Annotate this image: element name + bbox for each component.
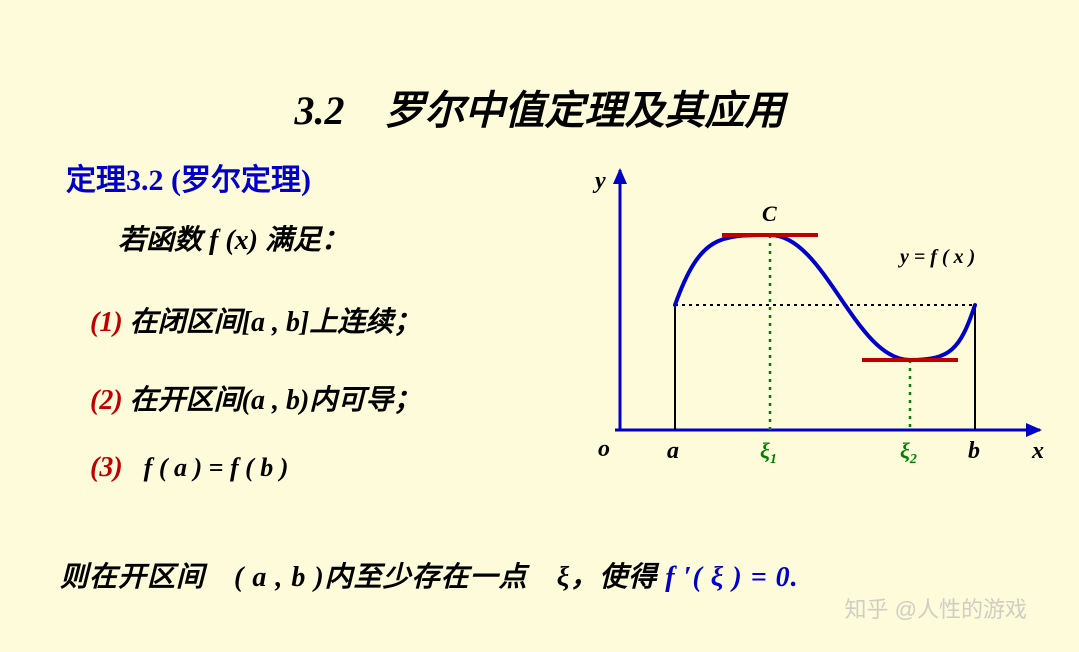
- section-title: 3.2 罗尔中值定理及其应用: [0, 78, 1079, 136]
- conclusion-line: 则在开区间 ( a , b )内至少存在一点 ξ，使得 f ′( ξ ) = 0…: [60, 555, 799, 595]
- premise-line: 若函数 f (x) 满足：: [118, 218, 349, 258]
- text: 在闭区间: [130, 307, 242, 338]
- condition-1: (1) 在闭区间[a , b]上连续；: [90, 300, 421, 340]
- rolle-graph: y x o a b ξ1 ξ2 Cy = f ( x ): [580, 165, 1060, 470]
- svg-text:C: C: [762, 201, 777, 226]
- text: 内至少存在一点: [325, 562, 557, 593]
- theorem-label: 定理3.2 (罗尔定理): [66, 155, 311, 199]
- svg-text:ξ2: ξ2: [900, 438, 917, 467]
- result-eq: f ′( ξ ) = 0.: [665, 562, 798, 593]
- condition-2: (2) 在开区间(a , b)内可导；: [90, 378, 421, 418]
- interval: ( a , b ): [234, 562, 325, 593]
- text: 满足：: [265, 225, 349, 256]
- text: 上连续；: [309, 307, 421, 338]
- interval: (a , b): [242, 385, 310, 416]
- svg-text:a: a: [667, 438, 679, 464]
- svg-text:x: x: [1031, 438, 1044, 464]
- svg-text:y = f ( x ): y = f ( x ): [898, 246, 975, 268]
- cond-num: (2): [90, 385, 130, 416]
- cond-num: (1): [90, 307, 130, 338]
- svg-text:ξ1: ξ1: [760, 438, 777, 467]
- condition-3: (3) f ( a ) = f ( b ): [90, 452, 288, 484]
- svg-text:b: b: [968, 438, 980, 464]
- svg-text:y: y: [592, 168, 606, 194]
- fx: f (x): [202, 225, 265, 256]
- text: 则在开区间: [60, 562, 234, 593]
- interval: [a , b]: [242, 307, 310, 338]
- watermark: 知乎 @人性的游戏: [845, 592, 1027, 624]
- cond-num: (3): [90, 452, 123, 483]
- text: 内可导；: [309, 385, 421, 416]
- svg-text:o: o: [598, 436, 610, 462]
- xi: ξ: [557, 562, 571, 593]
- equation: f ( a ) = f ( b ): [144, 453, 289, 482]
- text: 在开区间: [130, 385, 242, 416]
- text: ，使得: [570, 562, 665, 593]
- text: 若函数: [118, 225, 202, 256]
